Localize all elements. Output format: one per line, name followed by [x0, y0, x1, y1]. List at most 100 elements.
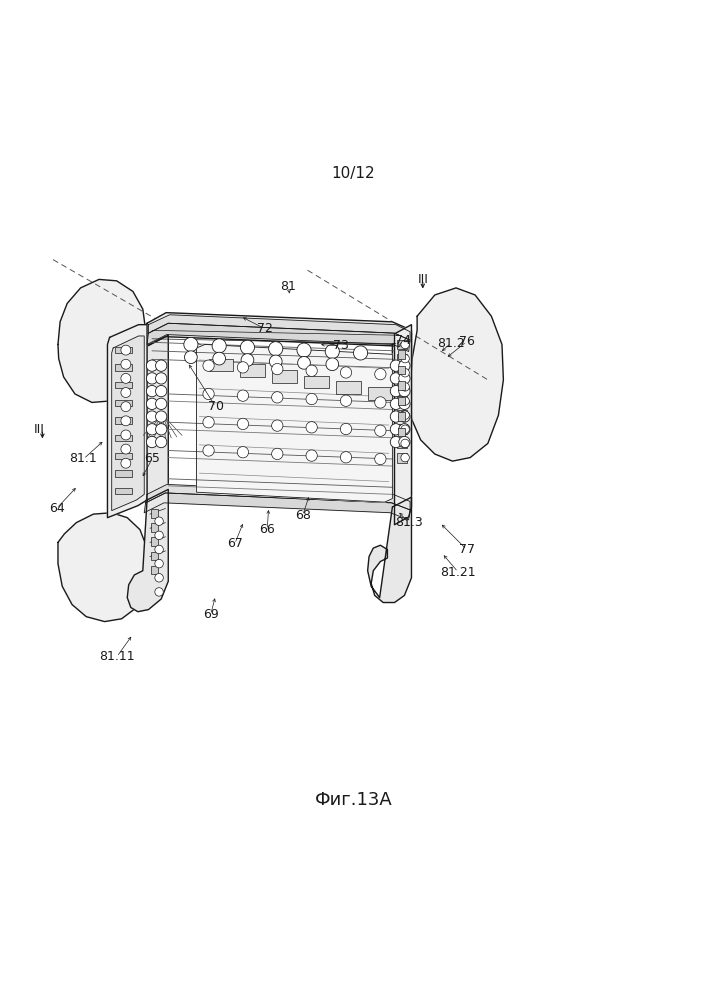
- Circle shape: [399, 360, 410, 371]
- Circle shape: [121, 444, 131, 454]
- Text: 67: 67: [227, 537, 243, 550]
- Bar: [151, 509, 158, 518]
- Bar: [151, 537, 158, 546]
- Bar: [115, 382, 132, 388]
- Circle shape: [401, 411, 409, 419]
- Text: 68: 68: [295, 509, 310, 522]
- Bar: [115, 364, 132, 371]
- Circle shape: [146, 424, 158, 435]
- Circle shape: [271, 448, 283, 460]
- Circle shape: [156, 398, 167, 410]
- Text: 81.1: 81.1: [69, 452, 98, 465]
- Circle shape: [306, 450, 317, 461]
- Bar: [115, 488, 132, 494]
- Bar: [397, 410, 407, 420]
- Circle shape: [185, 351, 197, 364]
- Circle shape: [390, 385, 402, 397]
- Bar: [398, 381, 405, 390]
- Text: 74: 74: [395, 334, 411, 347]
- Bar: [115, 453, 132, 459]
- Bar: [115, 470, 132, 477]
- Bar: [397, 424, 407, 434]
- Circle shape: [146, 411, 158, 422]
- Polygon shape: [146, 484, 410, 510]
- Circle shape: [203, 360, 214, 371]
- Text: 81.11: 81.11: [99, 650, 134, 663]
- Bar: [397, 453, 407, 463]
- Circle shape: [238, 362, 249, 373]
- Bar: [115, 347, 132, 353]
- Circle shape: [399, 411, 410, 422]
- Circle shape: [340, 395, 351, 406]
- Circle shape: [121, 430, 131, 440]
- Polygon shape: [138, 346, 147, 506]
- Circle shape: [271, 363, 283, 375]
- Polygon shape: [107, 325, 147, 518]
- Bar: [397, 438, 407, 448]
- Circle shape: [155, 559, 163, 568]
- Circle shape: [390, 373, 402, 384]
- Circle shape: [401, 340, 409, 349]
- Circle shape: [401, 397, 409, 405]
- Text: 81: 81: [281, 280, 296, 293]
- Bar: [398, 397, 405, 405]
- Text: 70: 70: [208, 400, 223, 413]
- Bar: [397, 354, 407, 364]
- Circle shape: [401, 453, 409, 462]
- Circle shape: [375, 453, 386, 465]
- Circle shape: [326, 358, 339, 371]
- Text: 72: 72: [257, 322, 273, 335]
- Circle shape: [184, 337, 198, 352]
- Circle shape: [390, 424, 402, 435]
- Bar: [398, 412, 405, 421]
- Circle shape: [271, 392, 283, 403]
- Text: 81.3: 81.3: [395, 516, 423, 529]
- Bar: [240, 364, 265, 377]
- Circle shape: [306, 393, 317, 405]
- Bar: [398, 350, 405, 359]
- Circle shape: [156, 436, 167, 448]
- Bar: [151, 523, 158, 532]
- Circle shape: [340, 423, 351, 435]
- Text: 81.2: 81.2: [437, 337, 465, 350]
- Circle shape: [238, 418, 249, 430]
- Bar: [272, 370, 297, 383]
- Bar: [397, 368, 407, 378]
- Circle shape: [390, 411, 402, 422]
- Circle shape: [146, 385, 158, 397]
- Circle shape: [203, 445, 214, 456]
- Circle shape: [213, 352, 226, 365]
- Circle shape: [297, 343, 311, 357]
- Circle shape: [238, 390, 249, 401]
- Circle shape: [401, 425, 409, 434]
- Text: 64: 64: [49, 502, 64, 515]
- Polygon shape: [148, 315, 410, 340]
- Bar: [336, 381, 361, 394]
- Circle shape: [146, 398, 158, 410]
- Circle shape: [269, 355, 282, 368]
- Bar: [151, 552, 158, 560]
- Circle shape: [375, 397, 386, 408]
- Circle shape: [325, 344, 339, 359]
- Circle shape: [146, 373, 158, 384]
- Polygon shape: [112, 336, 144, 511]
- Polygon shape: [144, 493, 410, 520]
- Circle shape: [399, 385, 410, 397]
- Circle shape: [156, 411, 167, 422]
- Text: Фиг.13A: Фиг.13A: [315, 791, 392, 809]
- Circle shape: [399, 424, 410, 435]
- Circle shape: [146, 436, 158, 448]
- Circle shape: [155, 545, 163, 554]
- Circle shape: [390, 398, 402, 410]
- Circle shape: [121, 359, 131, 369]
- Circle shape: [155, 588, 163, 596]
- Circle shape: [121, 402, 131, 412]
- Circle shape: [375, 368, 386, 380]
- Circle shape: [390, 360, 402, 371]
- Circle shape: [121, 373, 131, 383]
- Circle shape: [121, 416, 131, 426]
- Circle shape: [240, 340, 255, 354]
- Circle shape: [271, 420, 283, 431]
- Circle shape: [146, 360, 158, 371]
- Circle shape: [156, 360, 167, 371]
